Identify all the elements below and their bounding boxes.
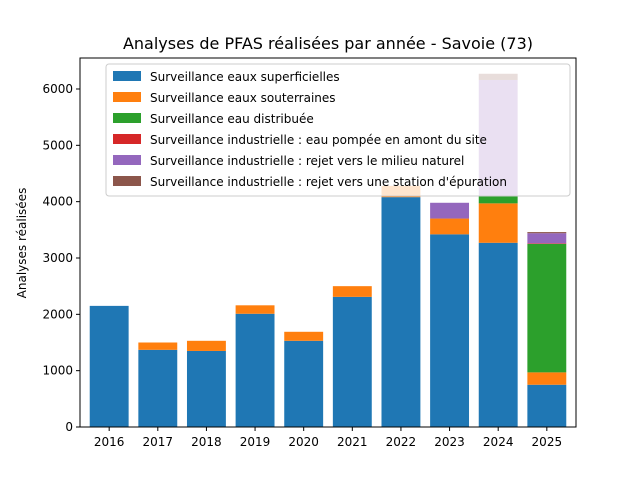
bar-2025-series-3 <box>527 243 567 244</box>
bar-2023-series-0 <box>430 234 470 427</box>
y-tick-label: 5000 <box>42 138 73 152</box>
bar-2022-series-0 <box>381 197 421 427</box>
y-tick-label: 0 <box>65 420 73 434</box>
bar-2018-series-0 <box>186 350 226 427</box>
plot-frame <box>79 57 577 428</box>
bar-2020-series-1 <box>284 331 324 341</box>
y-axis-label: Analyses réalisées <box>15 188 29 299</box>
axes-group: 0 1000 2000 3000 4000 5000 6000 2016 2017 2018 201… <box>42 57 577 449</box>
bar-2020-series-0 <box>284 340 324 427</box>
bar-2025-series-5 <box>527 232 567 234</box>
bar-2024-series-1 <box>478 203 518 243</box>
x-tick-label: 2023 <box>434 435 465 449</box>
bar-2016-series-0 <box>89 305 129 427</box>
legend-label-4: Surveillance industrielle : rejet vers l… <box>150 154 464 168</box>
legend-label-3: Surveillance industrielle : eau pompée e… <box>150 133 487 147</box>
legend-box <box>105 63 571 197</box>
legend-label-0: Surveillance eaux superficielles <box>150 70 340 84</box>
x-tick-label: 2024 <box>483 435 514 449</box>
legend-label-1: Surveillance eaux souterraines <box>150 91 336 105</box>
x-tick-label: 2019 <box>240 435 271 449</box>
bar-2019-series-1 <box>235 305 275 314</box>
y-tick-label: 6000 <box>42 82 73 96</box>
bar-2017-series-1 <box>138 342 178 350</box>
legend-swatch-2 <box>113 113 141 123</box>
bar-2021-series-1 <box>332 286 372 297</box>
x-tick-label: 2018 <box>191 435 222 449</box>
bar-2025-series-0 <box>527 384 567 427</box>
x-tick-label: 2017 <box>143 435 174 449</box>
y-tick-label: 4000 <box>42 195 73 209</box>
x-tick-label: 2016 <box>94 435 125 449</box>
chart-title: Analyses de PFAS réalisées par année - S… <box>123 34 533 53</box>
bar-2021-series-0 <box>332 296 372 427</box>
bar-2023-series-1 <box>430 218 470 235</box>
legend-label-2: Surveillance eau distribuée <box>150 112 314 126</box>
bar-2017-series-0 <box>138 349 178 427</box>
x-tick-label: 2020 <box>288 435 319 449</box>
legend-swatch-0 <box>113 71 141 81</box>
legend-swatch-5 <box>113 176 141 186</box>
bar-2024-series-2 <box>478 195 518 204</box>
y-tick-label: 1000 <box>42 364 73 378</box>
legend-swatch-4 <box>113 155 141 165</box>
bar-2025-series-1 <box>527 372 567 385</box>
x-tick-label: 2021 <box>337 435 368 449</box>
y-tick-label: 2000 <box>42 307 73 321</box>
x-tick-label: 2022 <box>386 435 417 449</box>
bar-2025-series-4 <box>527 233 567 244</box>
bar-2025-series-2 <box>527 243 567 373</box>
bar-2023-series-4 <box>430 202 470 219</box>
legend-swatch-3 <box>113 134 141 144</box>
legend-label-5: Surveillance industrielle : rejet vers u… <box>150 175 507 189</box>
bar-2019-series-0 <box>235 313 275 427</box>
legend: Surveillance eaux superficielles Surveill… <box>105 63 571 197</box>
y-tick-label: 3000 <box>42 251 73 265</box>
legend-swatch-1 <box>113 92 141 102</box>
bar-2024-series-0 <box>478 242 518 427</box>
bar-2018-series-1 <box>186 340 226 351</box>
x-tick-label: 2025 <box>532 435 563 449</box>
